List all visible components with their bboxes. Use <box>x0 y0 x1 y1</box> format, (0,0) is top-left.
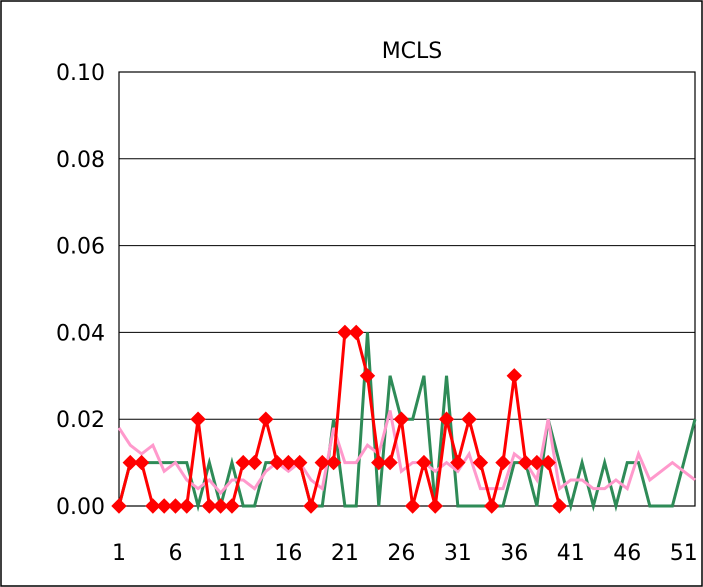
x-tick-label: 11 <box>218 541 246 566</box>
data-point-marker <box>529 454 545 471</box>
x-tick-labels: 1 6 11 16 21 26 31 36 41 46 51 <box>112 541 698 566</box>
x-tick-label: 6 <box>168 541 182 566</box>
y-tick-label: 0.00 <box>56 495 105 520</box>
data-point-marker <box>235 454 251 471</box>
data-point-marker <box>495 454 511 471</box>
series-line <box>117 330 561 512</box>
data-point-marker <box>314 454 331 471</box>
data-point-marker <box>325 454 342 471</box>
data-point-marker <box>167 498 184 514</box>
data-point-marker <box>472 454 489 471</box>
x-tick-label: 41 <box>557 541 585 566</box>
y-tick-label: 0.06 <box>56 235 105 260</box>
data-point-marker <box>371 454 387 471</box>
data-point-marker <box>201 498 218 514</box>
x-tick-label: 51 <box>670 541 698 566</box>
series-3 <box>111 324 568 514</box>
data-point-marker <box>246 454 263 471</box>
data-point-marker <box>506 368 523 384</box>
data-point-marker <box>359 368 376 384</box>
data-point-marker <box>517 454 534 471</box>
data-point-marker <box>224 498 240 514</box>
x-tick-label: 21 <box>331 541 359 566</box>
data-point-marker <box>111 498 127 514</box>
data-point-marker <box>133 454 150 471</box>
x-tick-label: 36 <box>500 541 528 566</box>
data-point-marker <box>156 498 172 514</box>
y-tick-labels: 0.00 0.02 0.04 0.06 0.08 0.10 <box>56 61 105 520</box>
data-point-marker <box>179 498 195 514</box>
data-point-marker <box>122 454 139 471</box>
data-point-marker <box>438 411 455 427</box>
data-point-marker <box>258 411 274 427</box>
data-point-marker <box>291 454 308 471</box>
data-point-marker <box>190 411 206 427</box>
x-tick-label: 31 <box>444 541 472 566</box>
data-point-marker <box>540 454 556 471</box>
data-point-marker <box>416 454 432 471</box>
data-point-marker <box>337 324 353 341</box>
data-point-marker <box>404 498 421 514</box>
y-tick-label: 0.08 <box>56 148 105 173</box>
data-point-marker <box>212 498 229 514</box>
x-tick-label: 46 <box>613 541 641 566</box>
x-tick-label: 1 <box>112 541 126 566</box>
series-layer <box>111 324 697 514</box>
data-point-marker <box>450 454 466 471</box>
data-point-marker <box>551 498 568 514</box>
data-point-marker <box>427 498 443 514</box>
data-point-marker <box>461 411 477 427</box>
data-point-marker <box>303 498 319 514</box>
data-point-marker <box>393 411 410 427</box>
y-tick-label: 0.02 <box>56 408 105 433</box>
data-point-marker <box>483 498 500 514</box>
y-tick-label: 0.10 <box>56 61 105 86</box>
y-tick-label: 0.04 <box>56 321 105 346</box>
data-point-marker <box>382 454 398 471</box>
data-point-marker <box>145 498 161 514</box>
chart-title: MCLS <box>382 39 443 64</box>
data-point-marker <box>269 454 285 471</box>
data-point-marker <box>280 454 297 471</box>
x-tick-label: 26 <box>387 541 415 566</box>
data-point-marker <box>348 324 364 341</box>
x-tick-label: 16 <box>274 541 302 566</box>
